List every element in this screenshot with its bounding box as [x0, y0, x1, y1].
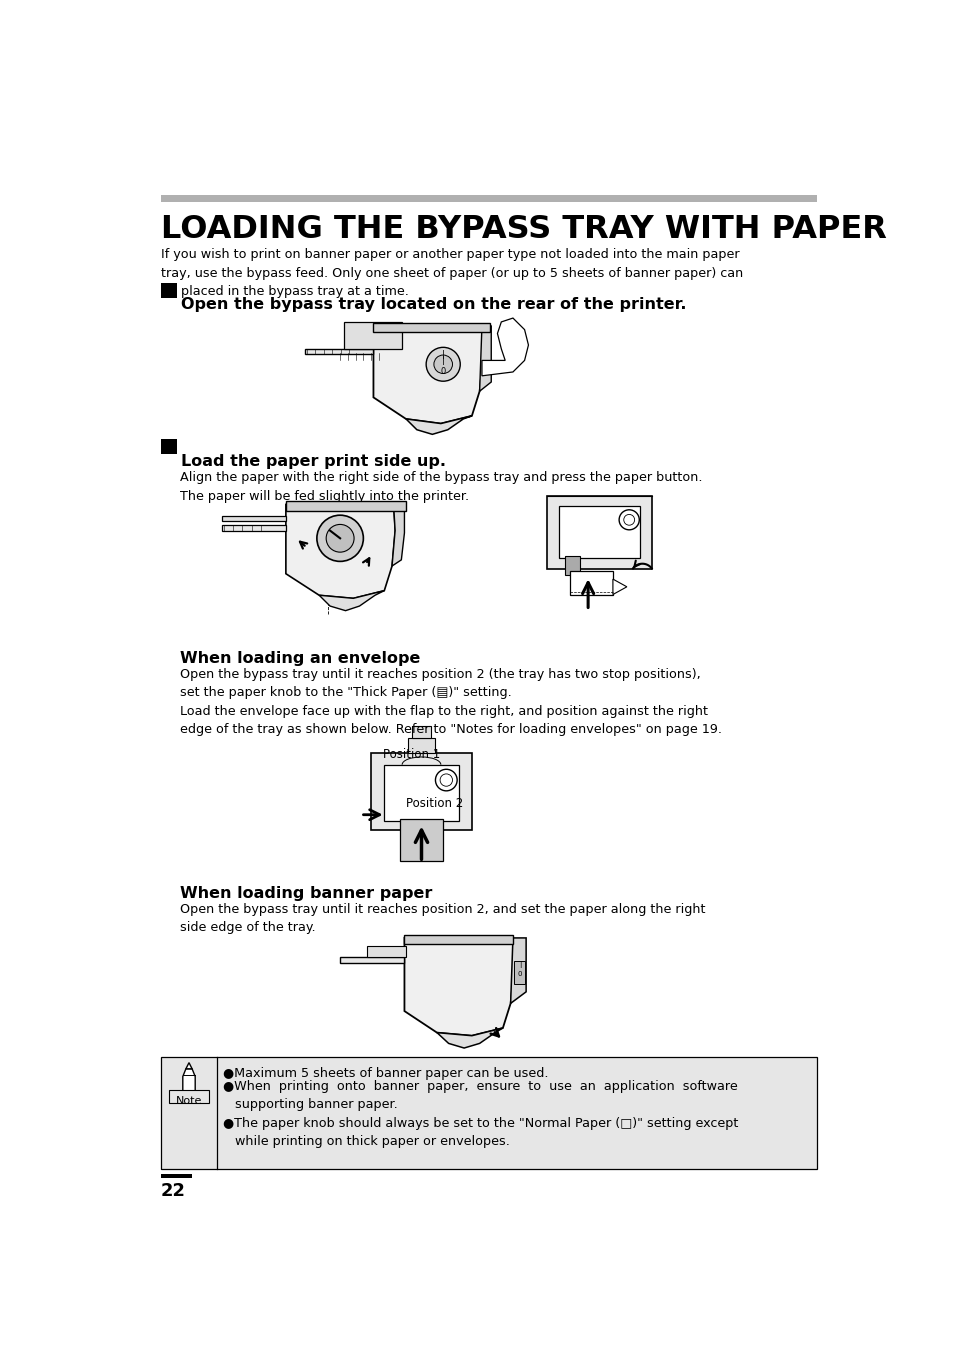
- Circle shape: [618, 510, 639, 530]
- Text: LOADING THE BYPASS TRAY WITH PAPER: LOADING THE BYPASS TRAY WITH PAPER: [161, 214, 886, 245]
- Text: Open the bypass tray located on the rear of the printer.: Open the bypass tray located on the rear…: [181, 298, 686, 313]
- Bar: [570, 572, 612, 594]
- Text: Position 2: Position 2: [406, 797, 463, 810]
- Bar: [305, 349, 373, 355]
- Bar: [546, 496, 651, 569]
- Bar: [412, 727, 431, 737]
- Bar: [161, 195, 816, 202]
- Polygon shape: [510, 938, 525, 1003]
- Circle shape: [316, 515, 363, 561]
- Text: If you wish to print on banner paper or another paper type not loaded into the m: If you wish to print on banner paper or …: [161, 248, 742, 298]
- Text: Open the bypass tray until it reaches position 2, and set the paper along the ri: Open the bypass tray until it reaches po…: [179, 903, 704, 934]
- Circle shape: [426, 348, 459, 381]
- Bar: [286, 501, 406, 511]
- Text: Open the bypass tray until it reaches position 2 (the tray has two stop position: Open the bypass tray until it reaches po…: [179, 667, 720, 736]
- Polygon shape: [392, 504, 404, 566]
- Bar: [407, 737, 435, 754]
- Text: |: |: [441, 349, 444, 359]
- Circle shape: [434, 355, 452, 373]
- Bar: [367, 946, 406, 957]
- Polygon shape: [286, 504, 395, 599]
- Text: When loading an envelope: When loading an envelope: [179, 651, 419, 666]
- Text: 2: 2: [162, 453, 175, 472]
- Circle shape: [326, 524, 354, 553]
- Bar: [161, 1057, 816, 1169]
- Text: Load the paper print side up.: Load the paper print side up.: [181, 453, 446, 469]
- Text: ●The paper knob should always be set to the "Normal Paper (□)" setting except
  : ●The paper knob should always be set to …: [223, 1117, 738, 1148]
- Bar: [564, 555, 579, 576]
- Polygon shape: [404, 938, 514, 1035]
- Bar: [340, 957, 404, 964]
- Text: 0: 0: [440, 368, 445, 376]
- Bar: [373, 322, 489, 332]
- Text: 0: 0: [517, 971, 521, 977]
- Polygon shape: [186, 1062, 192, 1069]
- Bar: [384, 766, 458, 821]
- Text: ●When  printing  onto  banner  paper,  ensure  to  use  an  application  softwar: ●When printing onto banner paper, ensure…: [223, 1080, 737, 1111]
- Bar: [161, 283, 176, 298]
- Bar: [169, 1089, 209, 1104]
- Bar: [161, 439, 176, 454]
- Polygon shape: [612, 580, 626, 594]
- Text: |: |: [518, 961, 520, 968]
- Bar: [404, 936, 513, 944]
- Text: When loading banner paper: When loading banner paper: [179, 886, 432, 900]
- Text: 22: 22: [161, 1182, 186, 1200]
- Bar: [344, 322, 402, 349]
- Polygon shape: [436, 1029, 502, 1047]
- Bar: [399, 818, 443, 861]
- Bar: [221, 516, 286, 522]
- Bar: [221, 526, 286, 531]
- Text: ●Maximum 5 sheets of banner paper can be used.: ●Maximum 5 sheets of banner paper can be…: [223, 1066, 548, 1080]
- Bar: [161, 1166, 192, 1170]
- Bar: [371, 754, 472, 830]
- Text: Position 1: Position 1: [382, 748, 439, 762]
- Text: |: |: [441, 356, 444, 365]
- Circle shape: [439, 774, 452, 786]
- Text: Note: Note: [175, 1096, 202, 1105]
- Text: Align the paper with the right side of the bypass tray and press the paper butto: Align the paper with the right side of t…: [179, 472, 701, 503]
- Polygon shape: [406, 417, 472, 434]
- Polygon shape: [373, 326, 483, 423]
- Bar: [161, 1174, 192, 1178]
- Bar: [558, 506, 639, 558]
- Circle shape: [623, 515, 634, 526]
- Polygon shape: [319, 590, 384, 611]
- Polygon shape: [481, 318, 528, 376]
- Text: 1: 1: [162, 298, 175, 315]
- Bar: [513, 961, 525, 984]
- Circle shape: [435, 770, 456, 791]
- Polygon shape: [479, 326, 491, 391]
- Polygon shape: [183, 1069, 195, 1096]
